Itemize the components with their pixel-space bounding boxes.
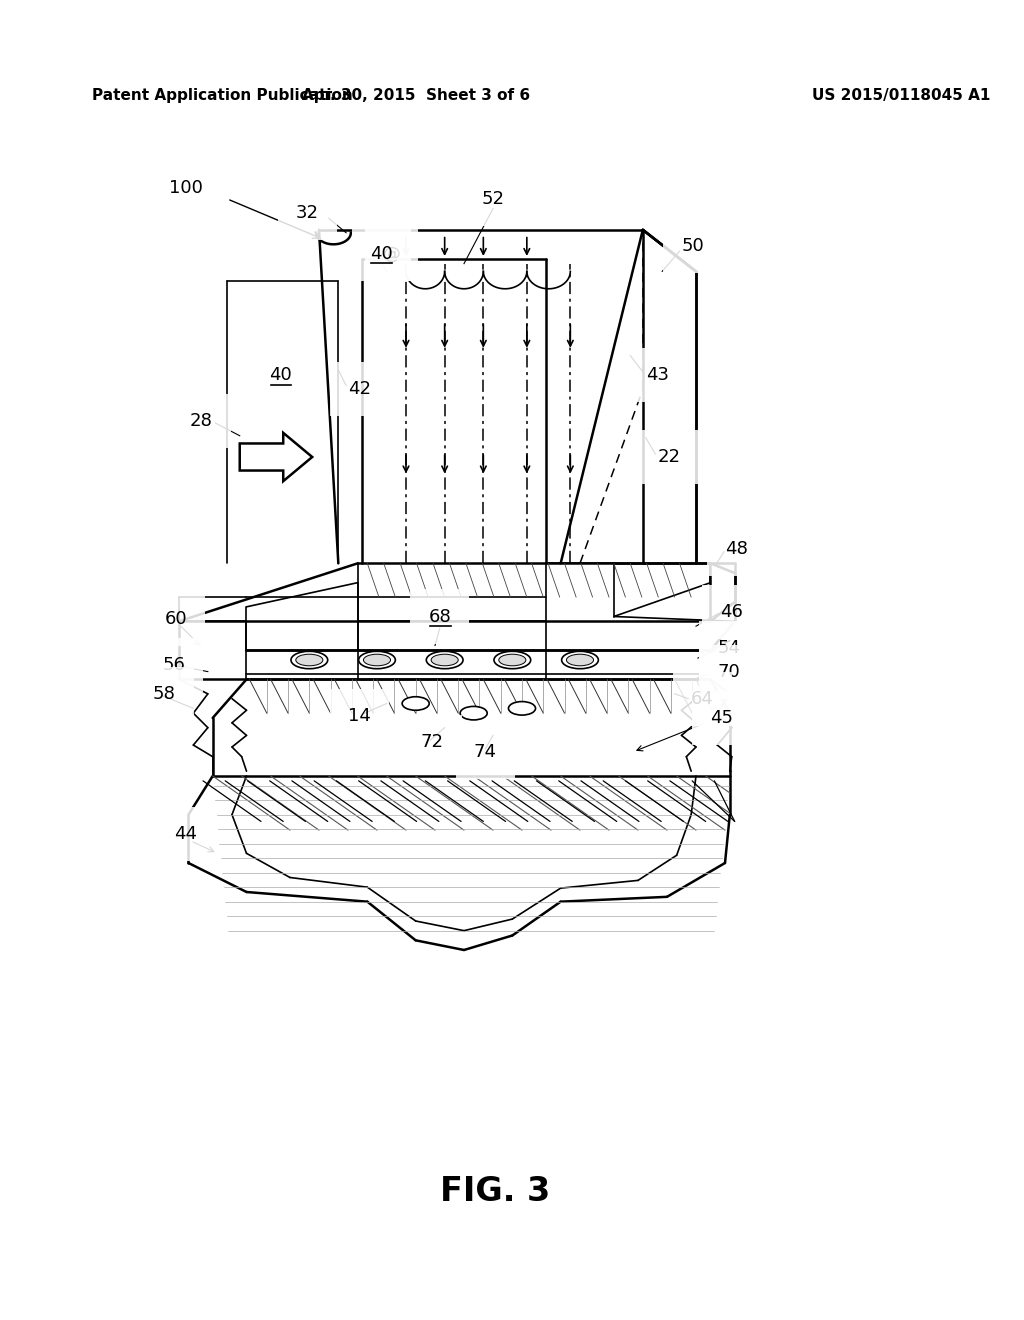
Text: 54: 54 <box>717 639 740 657</box>
Ellipse shape <box>460 706 487 719</box>
Text: 22: 22 <box>657 447 680 466</box>
Text: 14: 14 <box>348 708 371 725</box>
Text: 64: 64 <box>691 689 714 708</box>
Ellipse shape <box>509 701 536 715</box>
Text: 32: 32 <box>296 205 319 222</box>
FancyArrow shape <box>240 433 312 482</box>
Text: 40: 40 <box>269 366 292 384</box>
Text: 100: 100 <box>169 180 203 197</box>
Text: 46: 46 <box>720 603 743 620</box>
Text: 72: 72 <box>421 733 443 751</box>
Ellipse shape <box>561 651 598 669</box>
Ellipse shape <box>494 651 530 669</box>
Text: 52: 52 <box>481 190 505 209</box>
Text: 74: 74 <box>474 743 497 760</box>
Text: 45: 45 <box>711 709 733 727</box>
Text: 43: 43 <box>646 366 669 384</box>
Text: 28: 28 <box>189 412 213 430</box>
Text: FIG. 3: FIG. 3 <box>439 1175 550 1208</box>
Ellipse shape <box>358 651 395 669</box>
Text: 68: 68 <box>428 607 452 626</box>
Text: 56: 56 <box>163 656 185 673</box>
Text: 60: 60 <box>164 610 187 628</box>
Text: US 2015/0118045 A1: US 2015/0118045 A1 <box>812 87 990 103</box>
Text: 40: 40 <box>371 246 393 263</box>
Ellipse shape <box>296 655 323 665</box>
Ellipse shape <box>431 655 458 665</box>
Ellipse shape <box>402 697 429 710</box>
Text: 42: 42 <box>348 380 371 399</box>
Ellipse shape <box>566 655 594 665</box>
Text: 48: 48 <box>725 540 748 558</box>
Text: 58: 58 <box>153 685 175 702</box>
Ellipse shape <box>364 655 390 665</box>
Text: 50: 50 <box>682 238 705 255</box>
Text: @: @ <box>383 246 400 263</box>
Text: 70: 70 <box>717 663 740 681</box>
Ellipse shape <box>291 651 328 669</box>
Text: 44: 44 <box>174 825 197 843</box>
Ellipse shape <box>426 651 463 669</box>
Text: Apr. 30, 2015  Sheet 3 of 6: Apr. 30, 2015 Sheet 3 of 6 <box>302 87 529 103</box>
Ellipse shape <box>499 655 526 665</box>
Text: Patent Application Publication: Patent Application Publication <box>92 87 352 103</box>
